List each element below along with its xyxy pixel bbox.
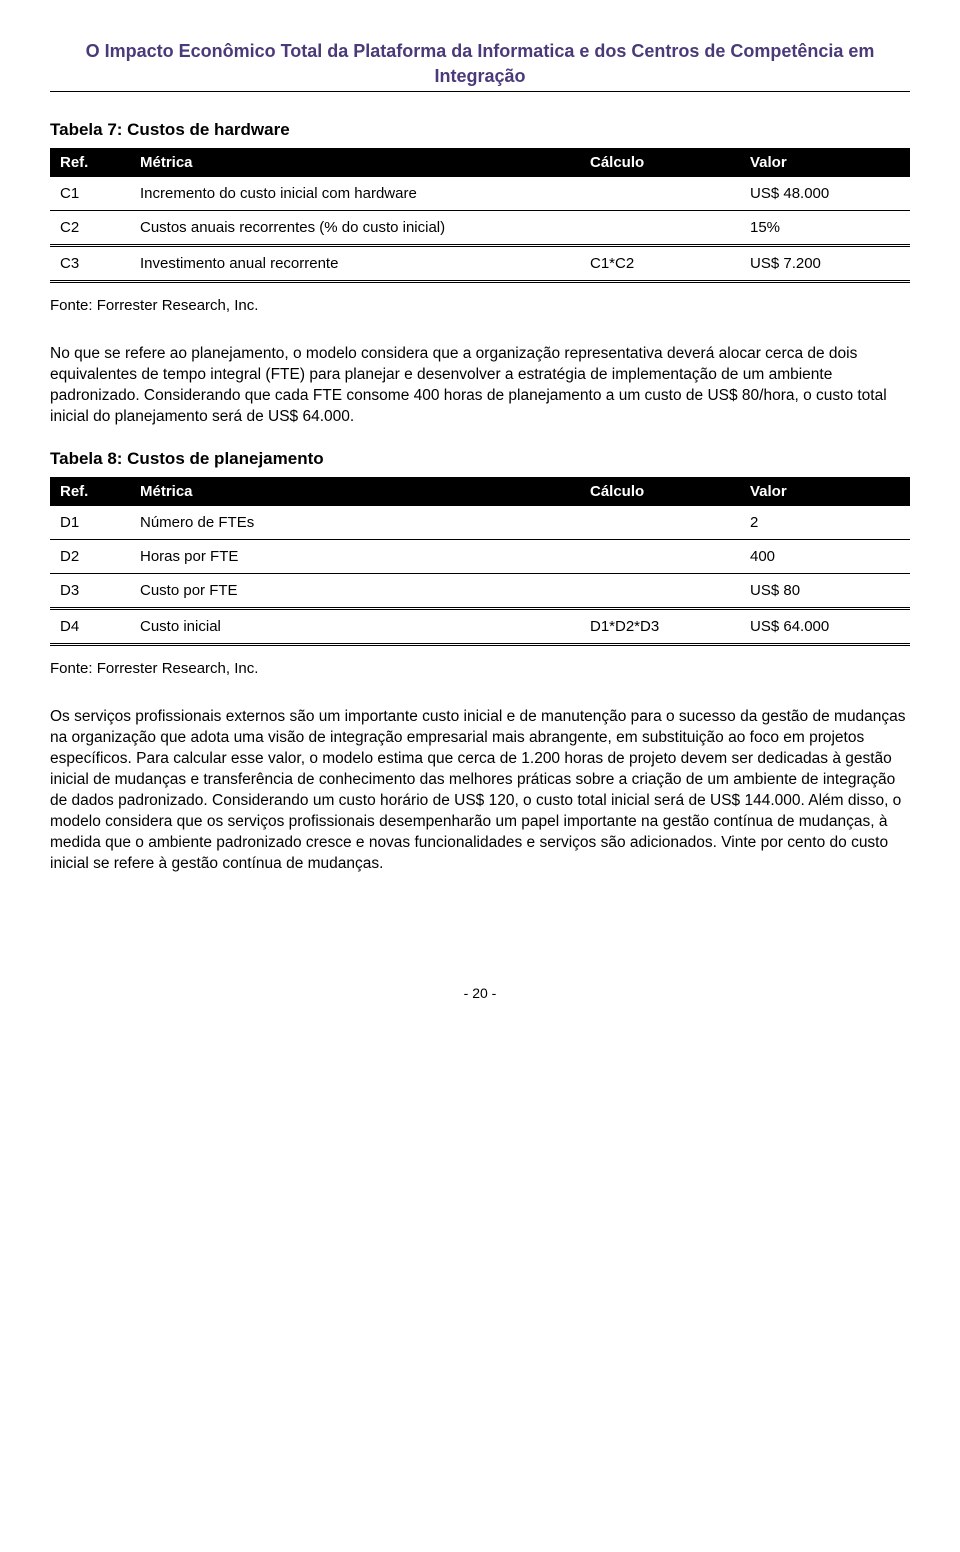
col-ref: Ref. bbox=[50, 148, 130, 177]
paragraph-planning: No que se refere ao planejamento, o mode… bbox=[50, 344, 910, 428]
page-number: - 20 - bbox=[50, 985, 910, 1001]
cell-ref: D4 bbox=[50, 609, 130, 645]
cell-metric: Horas por FTE bbox=[130, 540, 580, 574]
cell-ref: D2 bbox=[50, 540, 130, 574]
table7: Ref. Métrica Cálculo Valor C1 Incremento… bbox=[50, 148, 910, 283]
col-metric: Métrica bbox=[130, 148, 580, 177]
cell-val: 15% bbox=[740, 210, 910, 245]
table-row: D1 Número de FTEs 2 bbox=[50, 506, 910, 540]
cell-val: US$ 48.000 bbox=[740, 177, 910, 211]
col-val: Valor bbox=[740, 148, 910, 177]
col-val: Valor bbox=[740, 477, 910, 506]
cell-ref: C1 bbox=[50, 177, 130, 211]
table-row: D3 Custo por FTE US$ 80 bbox=[50, 574, 910, 609]
cell-calc: C1*C2 bbox=[580, 245, 740, 281]
cell-calc: D1*D2*D3 bbox=[580, 609, 740, 645]
table8: Ref. Métrica Cálculo Valor D1 Número de … bbox=[50, 477, 910, 646]
cell-ref: C3 bbox=[50, 245, 130, 281]
table-header-row: Ref. Métrica Cálculo Valor bbox=[50, 148, 910, 177]
table-header-row: Ref. Métrica Cálculo Valor bbox=[50, 477, 910, 506]
cell-calc bbox=[580, 210, 740, 245]
cell-calc bbox=[580, 506, 740, 540]
col-ref: Ref. bbox=[50, 477, 130, 506]
cell-metric: Custo inicial bbox=[130, 609, 580, 645]
cell-metric: Investimento anual recorrente bbox=[130, 245, 580, 281]
cell-metric: Incremento do custo inicial com hardware bbox=[130, 177, 580, 211]
cell-calc bbox=[580, 540, 740, 574]
cell-calc bbox=[580, 574, 740, 609]
cell-val: 2 bbox=[740, 506, 910, 540]
table8-source: Fonte: Forrester Research, Inc. bbox=[50, 660, 910, 677]
cell-metric: Custo por FTE bbox=[130, 574, 580, 609]
cell-calc bbox=[580, 177, 740, 211]
cell-metric: Custos anuais recorrentes (% do custo in… bbox=[130, 210, 580, 245]
doc-title-line1: O Impacto Econômico Total da Plataforma … bbox=[50, 40, 910, 63]
cell-ref: D1 bbox=[50, 506, 130, 540]
table8-caption: Tabela 8: Custos de planejamento bbox=[50, 449, 910, 469]
cell-val: 400 bbox=[740, 540, 910, 574]
paragraph-services: Os serviços profissionais externos são u… bbox=[50, 707, 910, 874]
table7-source: Fonte: Forrester Research, Inc. bbox=[50, 297, 910, 314]
title-underline bbox=[50, 91, 910, 92]
cell-val: US$ 80 bbox=[740, 574, 910, 609]
col-metric: Métrica bbox=[130, 477, 580, 506]
table-row: C1 Incremento do custo inicial com hardw… bbox=[50, 177, 910, 211]
doc-title-line2: Integração bbox=[50, 65, 910, 88]
cell-ref: D3 bbox=[50, 574, 130, 609]
table-row: C3 Investimento anual recorrente C1*C2 U… bbox=[50, 245, 910, 281]
table-row: D2 Horas por FTE 400 bbox=[50, 540, 910, 574]
table-row: D4 Custo inicial D1*D2*D3 US$ 64.000 bbox=[50, 609, 910, 645]
cell-ref: C2 bbox=[50, 210, 130, 245]
col-calc: Cálculo bbox=[580, 148, 740, 177]
table-row: C2 Custos anuais recorrentes (% do custo… bbox=[50, 210, 910, 245]
cell-metric: Número de FTEs bbox=[130, 506, 580, 540]
cell-val: US$ 7.200 bbox=[740, 245, 910, 281]
table7-caption: Tabela 7: Custos de hardware bbox=[50, 120, 910, 140]
col-calc: Cálculo bbox=[580, 477, 740, 506]
cell-val: US$ 64.000 bbox=[740, 609, 910, 645]
